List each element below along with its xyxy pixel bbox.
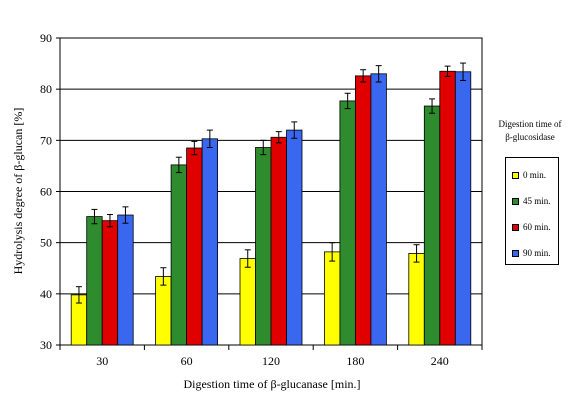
x-tick-label: 30 (96, 354, 108, 368)
bar (170, 164, 188, 346)
x-tick-label: 120 (262, 354, 280, 368)
y-tick-label: 30 (40, 338, 52, 352)
x-tick-label: 180 (346, 354, 364, 368)
y-tick-label: 50 (40, 236, 52, 250)
bar (439, 70, 456, 346)
y-tick-label: 80 (40, 82, 52, 96)
bar (101, 220, 119, 346)
bar (155, 276, 172, 346)
bar (201, 138, 219, 346)
x-tick-label: 60 (181, 354, 193, 368)
bar (86, 216, 103, 346)
legend-label: 90 min. (523, 248, 551, 258)
y-tick-label: 90 (40, 31, 52, 45)
y-tick-label: 70 (40, 133, 52, 147)
bar (354, 75, 372, 346)
x-tick-label: 240 (431, 354, 449, 368)
bar (186, 147, 203, 346)
legend-swatch (512, 171, 519, 179)
bar (423, 105, 441, 346)
x-axis-label: Digestion time of β-glucanase [min.] (183, 377, 360, 391)
legend-item-0: 0 min. (512, 169, 546, 181)
legend-title: Digestion time of β-glucosidase (480, 118, 580, 144)
axes: 30 40 50 60 70 80 90 30 60 120 180 240 (40, 31, 483, 368)
bar (370, 73, 387, 346)
y-axis-label: Hydrolysis degree of β-glucan [%] (11, 108, 25, 275)
legend-label: 0 min. (523, 170, 547, 180)
legend-label: 45 min. (523, 196, 551, 206)
bar (454, 71, 472, 346)
bar (323, 251, 341, 346)
bar (408, 253, 425, 346)
y-tick-label: 60 (40, 185, 52, 199)
bar (339, 100, 356, 346)
bar (270, 136, 287, 346)
bar (117, 214, 134, 346)
legend-swatch (512, 223, 519, 231)
legend-item-2: 60 min. (512, 221, 551, 233)
legend-swatch (512, 197, 519, 205)
bar (239, 258, 256, 346)
bar (286, 129, 303, 346)
bar (255, 147, 272, 346)
bars (70, 62, 472, 346)
legend-swatch (512, 249, 519, 257)
legend-title-line: Digestion time of (498, 119, 562, 129)
legend-label: 60 min. (523, 222, 551, 232)
legend-item-3: 90 min. (512, 247, 551, 259)
legend-item-1: 45 min. (512, 195, 551, 207)
legend-title-line: β-glucosidase (505, 132, 555, 142)
y-tick-label: 40 (40, 287, 52, 301)
legend: 0 min. 45 min. 60 min. 90 min. (505, 157, 559, 265)
